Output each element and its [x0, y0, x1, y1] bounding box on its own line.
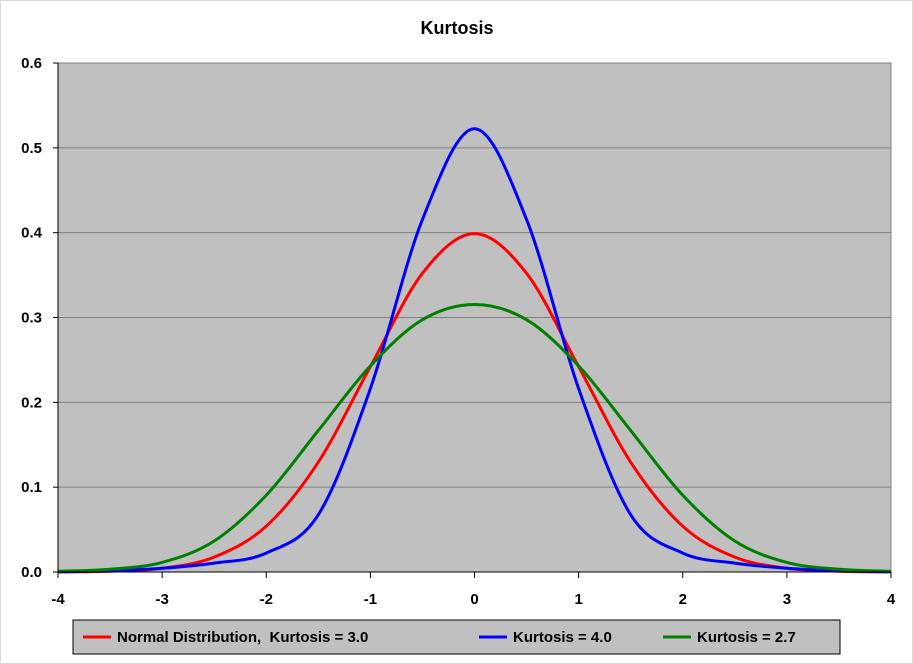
legend-box	[72, 619, 841, 655]
legend-label: Kurtosis = 4.0	[513, 629, 612, 646]
x-tick-label: 0	[470, 591, 478, 608]
y-tick-label: 0.2	[21, 394, 42, 411]
x-tick-label: -4	[51, 591, 65, 608]
y-tick-label: 0.6	[21, 55, 42, 72]
x-tick-label: 1	[574, 591, 582, 608]
x-tick-label: -1	[364, 591, 377, 608]
y-tick-label: 0.3	[21, 310, 42, 327]
y-tick-label: 0.0	[21, 564, 42, 581]
series-kurtosis-4-line	[57, 127, 892, 574]
x-tick-label: 4	[887, 591, 896, 608]
chart-title: Kurtosis	[420, 18, 493, 38]
x-tick-label: -2	[260, 591, 273, 608]
legend: Normal Distribution, Kurtosis = 3.0 Kurto…	[72, 619, 841, 655]
legend-label: Normal Distribution, Kurtosis = 3.0	[117, 629, 368, 646]
series-normal-line	[57, 232, 892, 574]
y-tick-label: 0.4	[21, 225, 43, 242]
y-tick-label: 0.1	[21, 479, 42, 496]
x-tick-label: 2	[679, 591, 687, 608]
x-tick-label: 3	[783, 591, 791, 608]
y-tick-label: 0.5	[21, 140, 42, 157]
series-kurtosis-2-7-line	[57, 302, 892, 573]
x-tick-label: -3	[155, 591, 168, 608]
legend-label: Kurtosis = 2.7	[697, 629, 796, 646]
